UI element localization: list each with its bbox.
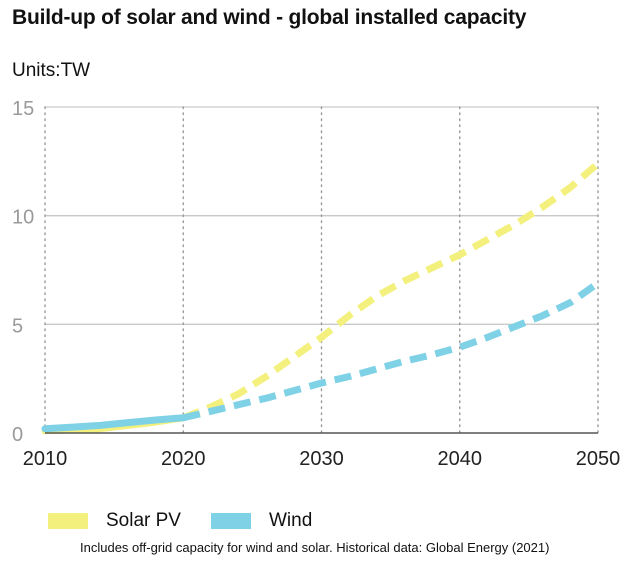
- legend-swatch-solar: [48, 513, 88, 529]
- legend-swatch-wind: [210, 513, 251, 529]
- y-tick-label-5: 5: [12, 315, 23, 337]
- x-tick-label-2020: 2020: [161, 448, 206, 470]
- chart-plot: 0 5 10 15 2010 2020 2030 2040 2050: [12, 98, 620, 470]
- legend-label-solar: Solar PV: [106, 510, 181, 531]
- x-tick-label-2030: 2030: [299, 448, 344, 470]
- legend-item-solar: Solar PV: [48, 510, 181, 532]
- chart-title: Build-up of solar and wind - global inst…: [12, 6, 527, 29]
- series-line-solar-pv-projection: [182, 160, 601, 422]
- legend: Solar PV Wind: [48, 508, 342, 534]
- y-tick-label-0: 0: [12, 424, 23, 446]
- series-line-wind-projection: [182, 280, 601, 422]
- series-line-wind-historical: [41, 414, 187, 433]
- grid-layer: [44, 106, 599, 434]
- x-tick-label-2040: 2040: [438, 448, 483, 470]
- series-layer: [41, 160, 601, 435]
- y-tick-label-15: 15: [12, 98, 34, 120]
- axis-layer: 0 5 10 15 2010 2020 2030 2040 2050: [12, 98, 620, 470]
- y-tick-label-10: 10: [12, 207, 34, 229]
- x-tick-label-2050: 2050: [576, 448, 621, 470]
- footnote: Includes off-grid capacity for wind and …: [80, 540, 550, 555]
- legend-label-wind: Wind: [268, 510, 313, 531]
- units-label: Units:TW: [12, 60, 91, 81]
- x-tick-label-2010: 2010: [23, 448, 68, 470]
- legend-item-wind: Wind: [210, 510, 313, 532]
